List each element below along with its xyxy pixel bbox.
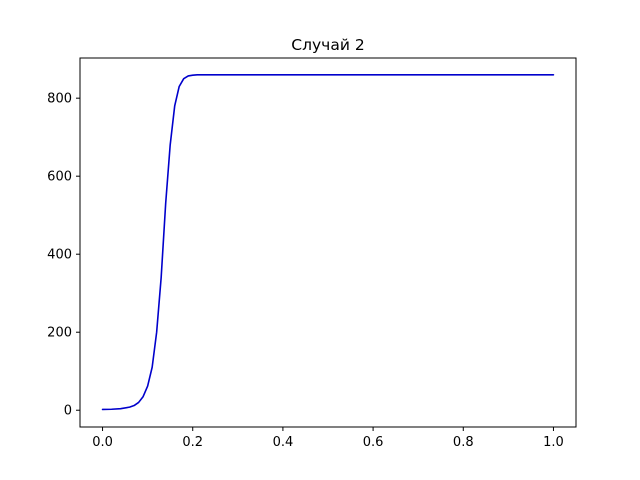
series-line-0 [101, 73, 555, 411]
x-tick-label: 0.2 [182, 435, 203, 450]
x-tick-label: 0.4 [273, 435, 294, 450]
axes-frame [79, 57, 577, 428]
y-tick-label: 0 [64, 404, 72, 419]
y-tick-label: 200 [47, 326, 72, 341]
x-tick-label: 1.0 [543, 435, 564, 450]
chart-title: Случай 2 [291, 36, 364, 54]
y-tick-label: 400 [47, 248, 72, 263]
y-tick-label: 600 [47, 170, 72, 185]
x-tick-label: 0.8 [453, 435, 474, 450]
x-tick-label: 0.0 [92, 435, 113, 450]
plot-area: 0.0 0.2 0.4 0.6 0.8 1.0 0 200 400 600 800 [47, 57, 577, 450]
x-tick-label: 0.6 [363, 435, 384, 450]
y-tick-label: 800 [47, 92, 72, 107]
